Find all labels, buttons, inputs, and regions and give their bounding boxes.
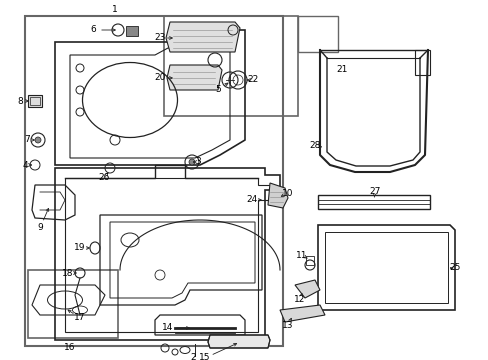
- Polygon shape: [280, 305, 325, 322]
- Polygon shape: [267, 183, 287, 208]
- Text: 15: 15: [199, 354, 210, 360]
- Text: 22: 22: [247, 76, 258, 85]
- Text: 12: 12: [294, 296, 305, 305]
- Text: 11: 11: [296, 251, 307, 260]
- Polygon shape: [207, 335, 269, 348]
- Circle shape: [35, 137, 41, 143]
- Text: 4: 4: [22, 161, 28, 170]
- Bar: [25, 16, 283, 346]
- Bar: [163, 16, 297, 116]
- Text: 5: 5: [215, 85, 221, 94]
- Text: 26: 26: [98, 174, 109, 183]
- Text: 1: 1: [112, 4, 118, 13]
- Text: 21: 21: [336, 66, 347, 75]
- Text: 3: 3: [195, 158, 201, 166]
- Text: 28: 28: [309, 140, 320, 149]
- Text: 2: 2: [190, 354, 195, 360]
- Text: 16: 16: [64, 343, 76, 352]
- Text: 25: 25: [448, 264, 460, 273]
- Text: 18: 18: [62, 269, 74, 278]
- Text: 9: 9: [37, 224, 43, 233]
- Bar: [297, 16, 337, 52]
- Text: 19: 19: [74, 243, 85, 252]
- Text: 20: 20: [154, 73, 165, 82]
- Text: 10: 10: [282, 189, 293, 198]
- Text: 7: 7: [24, 135, 30, 144]
- Text: 23: 23: [154, 33, 165, 42]
- Bar: [28, 270, 118, 338]
- Bar: [414, 50, 429, 75]
- Polygon shape: [294, 280, 319, 298]
- Circle shape: [189, 159, 195, 165]
- Text: 14: 14: [162, 324, 173, 333]
- Bar: [28, 95, 42, 107]
- Text: 13: 13: [282, 320, 293, 329]
- Bar: [126, 26, 138, 36]
- Polygon shape: [167, 65, 222, 90]
- Text: 8: 8: [17, 96, 23, 105]
- Text: 6: 6: [90, 26, 96, 35]
- Text: 24: 24: [246, 195, 257, 204]
- Bar: [30, 97, 40, 105]
- Text: 17: 17: [74, 314, 85, 323]
- Polygon shape: [165, 22, 240, 52]
- Bar: [305, 256, 313, 265]
- Text: 27: 27: [368, 188, 380, 197]
